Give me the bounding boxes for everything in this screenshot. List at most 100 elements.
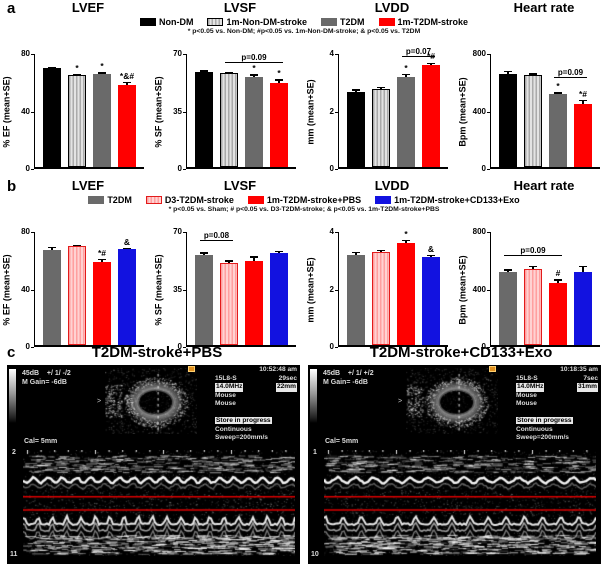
error-bar — [554, 279, 561, 283]
bar-1m-non-dm-stroke — [220, 73, 238, 167]
depth-scale-bottom: 11 — [10, 551, 18, 558]
significance-marker: *&# — [119, 70, 135, 81]
y-tick-mark — [487, 289, 490, 291]
significance-marker: * — [252, 63, 256, 74]
chart-title-lvef: LVEF — [71, 0, 105, 15]
bar-1m-non-dm-stroke — [524, 75, 542, 167]
legend-swatch-icon — [378, 17, 395, 26]
y-tick-label: 70 — [173, 227, 182, 236]
timestamp: 10:18:35 am — [560, 366, 598, 373]
y-tick-mark — [335, 54, 338, 56]
ultrasound-row: 45dB +/ 1/ -/2 M Gain= -6dB >10:52:48 am 1… — [0, 365, 608, 564]
bar-group — [245, 232, 263, 345]
error-bar — [200, 252, 207, 255]
chart-b-lvef: % EF (mean+SE) *# & 0 40 80 — [0, 216, 152, 351]
y-tick-mark — [31, 347, 34, 349]
m-mode-area: 1 10 — [311, 449, 598, 558]
y-tick-label: 2 — [329, 106, 334, 116]
error-bar — [402, 73, 409, 77]
y-tick-mark — [31, 289, 34, 291]
bar-t2dm — [245, 76, 263, 167]
error-bar — [73, 73, 80, 76]
legend-item-a-0: Non-DM — [139, 16, 194, 27]
y-tick-mark — [183, 54, 186, 56]
chart-titles-row-a: LVEF LVSF LVDD Heart rate — [0, 0, 608, 15]
legend-label: 1m-T2DM-stroke+CD133+Exo — [394, 194, 520, 205]
significance-marker: * — [75, 62, 79, 73]
y-tick-label: 35 — [173, 284, 182, 294]
chart-b-heart-rate: Bpm (mean+SE) # p=0.09 0 400 800 — [456, 216, 608, 351]
b-mode-image — [406, 368, 498, 434]
y-tick-label: 400 — [472, 106, 486, 116]
cursor-arrow-icon: > — [398, 398, 403, 405]
probe-marker-icon — [489, 366, 496, 372]
error-bar — [200, 70, 207, 72]
y-tick-label: 0 — [177, 342, 182, 351]
bar-1m-t2dm-stroke-cd133-exo — [574, 272, 592, 345]
chart-title-lvsf: LVSF — [223, 178, 257, 193]
error-bar — [250, 74, 257, 77]
bar-group — [499, 232, 517, 345]
bar-group: * — [397, 54, 415, 167]
timestamp: 10:52:48 am — [259, 366, 297, 373]
bar-1m-t2dm-stroke-pbs — [245, 261, 263, 345]
p-value-bracket: p=0.08 — [200, 231, 233, 242]
calibration-label: Cal= 5mm — [325, 438, 359, 445]
chart-title-lvdd: LVDD — [374, 0, 410, 15]
spacer — [215, 409, 297, 417]
bar-group: & — [422, 232, 440, 345]
bar-d3-t2dm-stroke — [372, 251, 390, 345]
p-value-label: p=0.08 — [203, 231, 230, 241]
plot-area: # p=0.09 — [490, 232, 600, 347]
panel-label-b: b — [7, 178, 17, 195]
p-value-bracket: p=0.09 — [504, 246, 562, 256]
y-tick-mark — [335, 111, 338, 113]
y-tick-mark — [487, 169, 490, 171]
plot-area: * *# p=0.07 — [338, 47, 448, 169]
error-bar — [377, 86, 384, 90]
error-bar — [123, 81, 130, 86]
legend-b: T2DM D3-T2DM-stroke 1m-T2DM-stroke+PBS 1m-T… — [0, 193, 608, 206]
chart-title-lvef: LVEF — [71, 178, 105, 193]
significance-marker: * — [404, 62, 408, 73]
legend-label: Non-DM — [158, 16, 194, 27]
frequency: 14.0MHz — [516, 383, 545, 392]
significance-marker: # — [555, 268, 561, 279]
bar-d3-t2dm-stroke — [68, 246, 86, 345]
elapsed-time: 29sec — [278, 374, 297, 382]
bar-t2dm — [397, 76, 415, 167]
bar-d3-t2dm-stroke — [220, 262, 238, 345]
scan-info: 10:18:35 am 15L8-S 7sec 14.0MHz 31mm Mouse Mou… — [516, 366, 598, 443]
bar-group — [220, 232, 238, 345]
charts-row-a: % EF (mean+SE) * * *&# 0 40 80% SF (mean+SE) * *… — [0, 38, 608, 173]
m-mode-trace — [324, 450, 596, 556]
bar-group — [347, 54, 365, 167]
bar-1m-non-dm-stroke — [372, 89, 390, 167]
bar-1m-t2dm-stroke — [118, 85, 136, 167]
y-tick-label: 400 — [472, 284, 486, 294]
bar-group — [68, 232, 86, 345]
bar-group — [195, 232, 213, 345]
depth-scale-bottom: 10 — [311, 551, 319, 558]
significance-marker: * — [100, 61, 104, 72]
bar-1m-t2dm-stroke — [270, 83, 288, 167]
y-tick-mark — [487, 54, 490, 56]
significance-marker: & — [123, 236, 131, 247]
bar-group — [270, 232, 288, 345]
chart-title-lvdd: LVDD — [374, 178, 410, 193]
panel-b: b LVEF LVSF LVDD Heart rate T2DM D3-T2DM-str… — [0, 178, 608, 351]
significance-marker: * — [556, 81, 560, 92]
error-bar — [225, 71, 232, 74]
error-bar — [352, 89, 359, 93]
y-tick-label: 4 — [329, 49, 334, 58]
ultrasound-header-area: 45dB +/ 1/ +/2 M Gain= -6dB >10:18:35 am 1… — [308, 365, 601, 441]
bar-group — [220, 54, 238, 167]
y-tick-mark — [183, 232, 186, 234]
y-tick-mark — [487, 347, 490, 349]
bar-1m-t2dm-stroke-cd133-exo — [270, 253, 288, 345]
elapsed-time: 7sec — [583, 374, 598, 382]
error-bar — [579, 99, 586, 105]
p-value-label: p=0.07 — [405, 47, 432, 56]
bar-1m-t2dm-stroke — [574, 104, 592, 167]
bar-1m-t2dm-stroke-cd133-exo — [422, 257, 440, 345]
